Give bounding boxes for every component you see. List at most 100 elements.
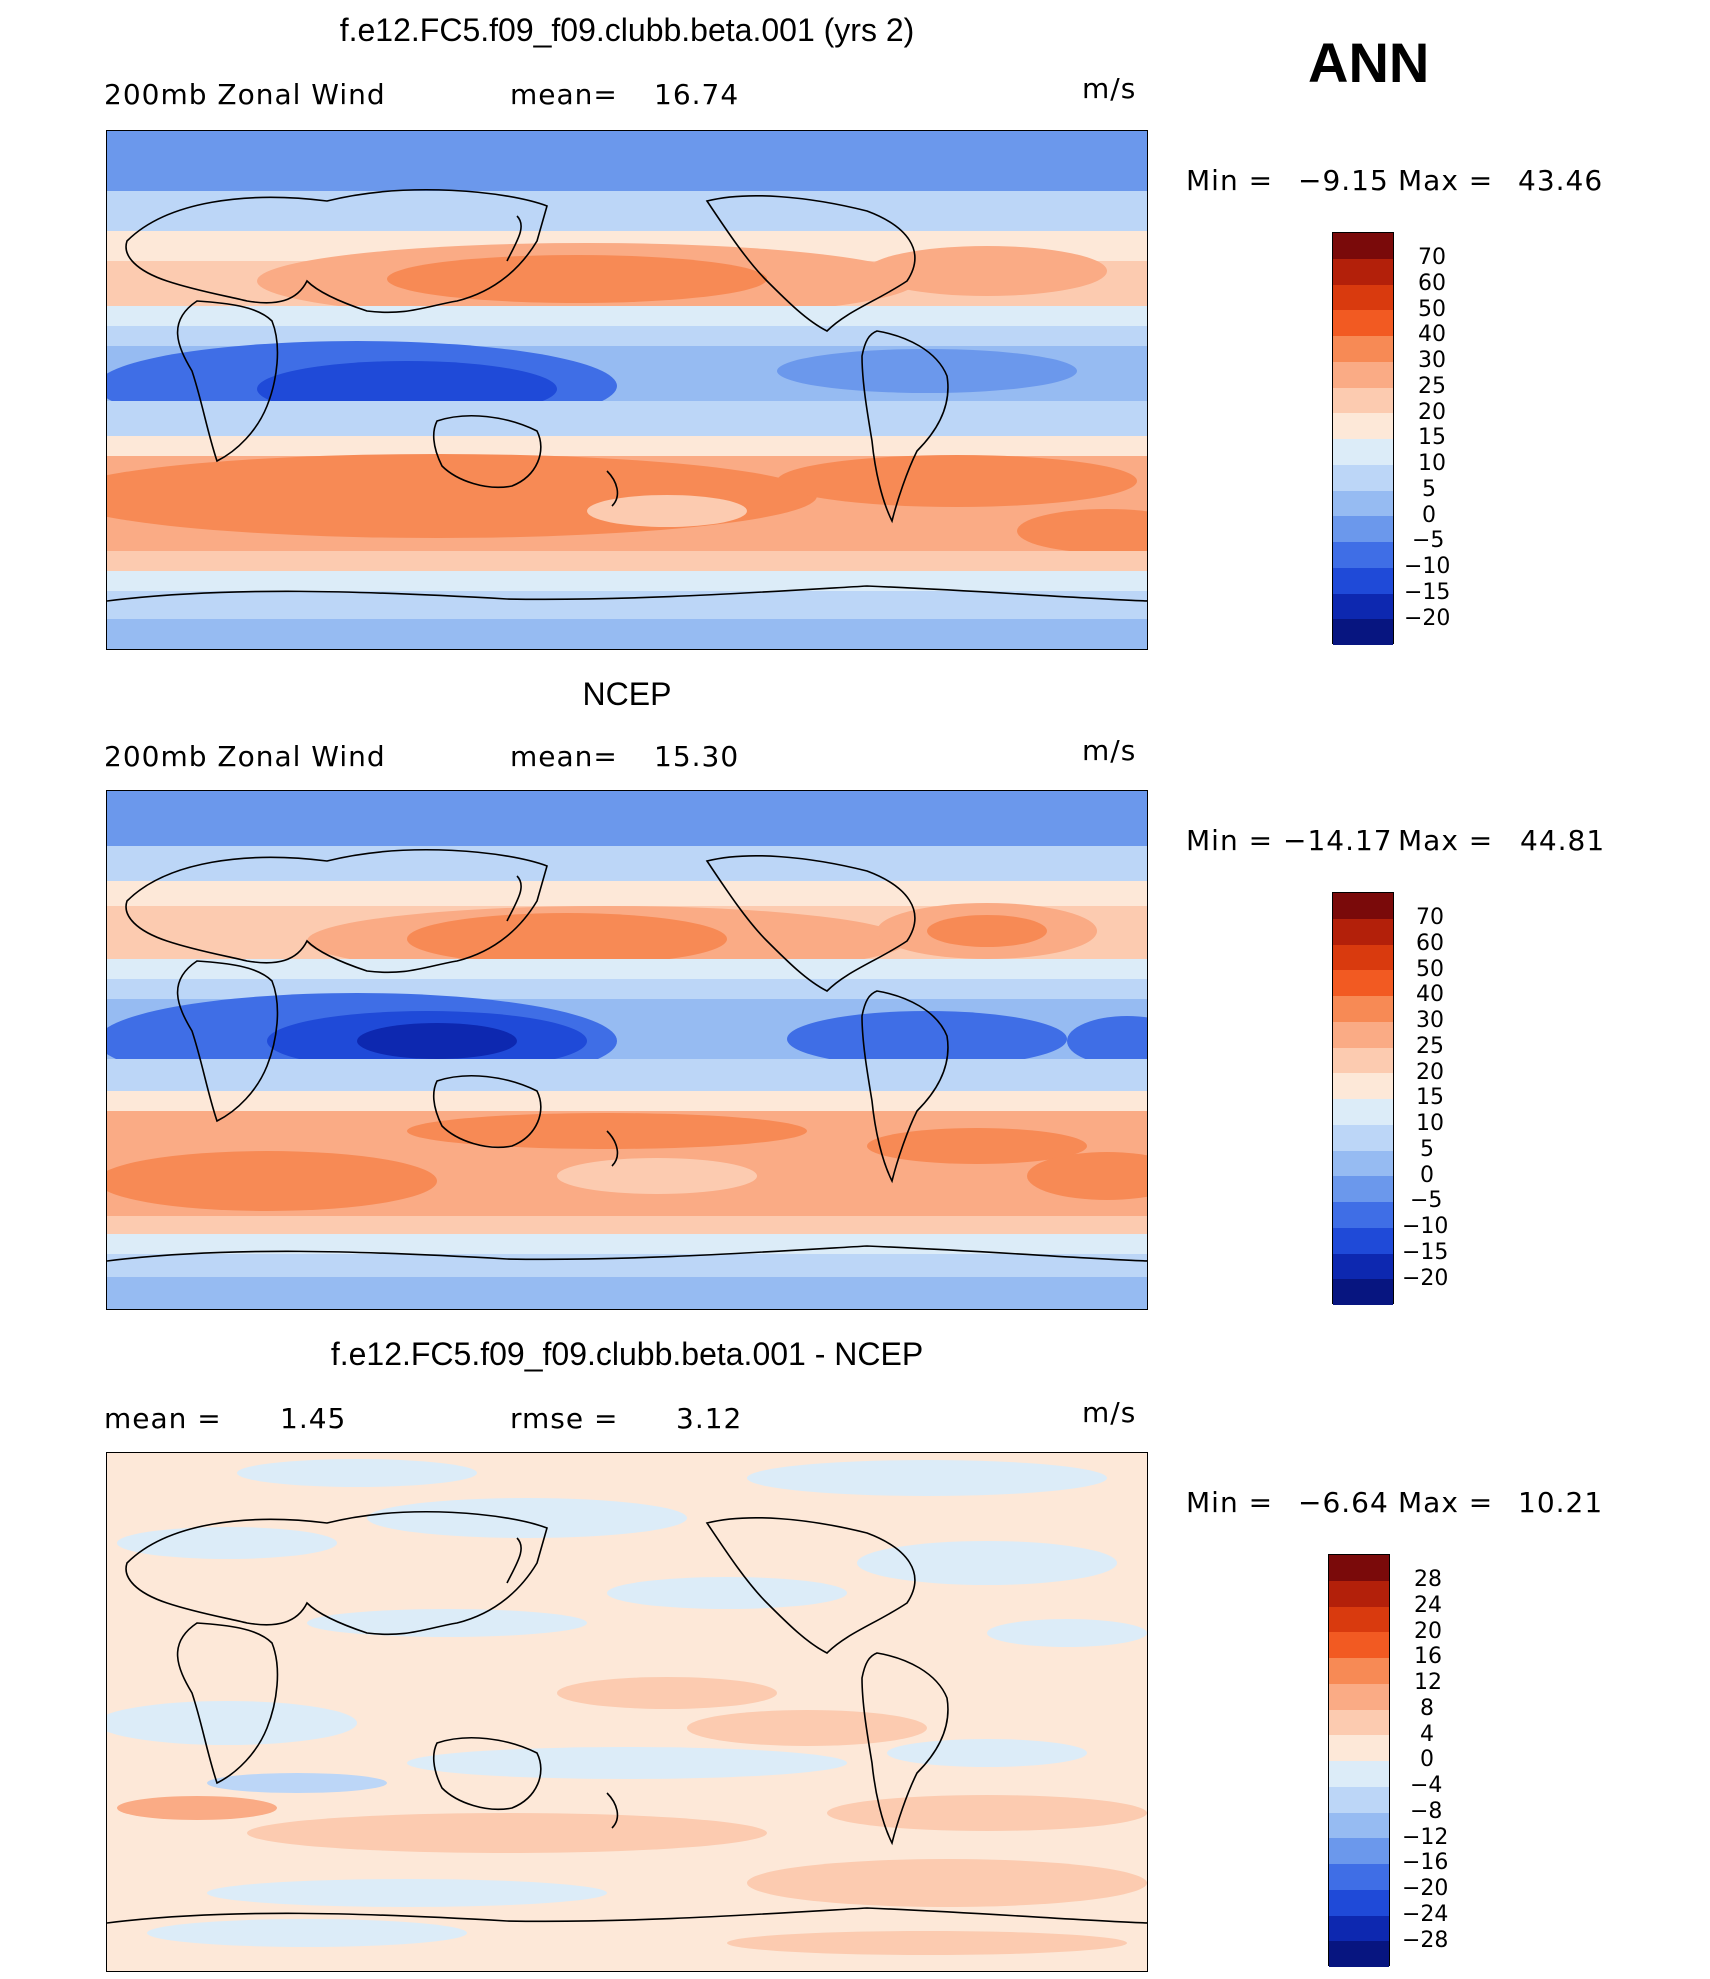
colorbar-level-label: 30 [1416,1008,1444,1033]
colorbar-level-label: −24 [1402,1902,1449,1927]
colorbar-level-label: −15 [1404,580,1451,605]
colorbar-level-label: 4 [1420,1722,1434,1747]
colorbar-level-label: 40 [1418,322,1446,347]
colorbar-swatch [1329,1709,1389,1736]
panel-1-variable-label: 200mb Zonal Wind [104,78,386,111]
panel-1-max-value: 43.46 [1518,164,1604,197]
colorbar-swatch [1333,284,1393,311]
colorbar-swatch [1329,1889,1389,1916]
season-label: ANN [1308,31,1430,94]
colorbar-level-label: 0 [1422,503,1436,528]
panel-3-title: f.e12.FC5.f09_f09.clubb.beta.001 - NCEP [330,1336,924,1372]
colorbar-level-label: 70 [1418,245,1446,270]
colorbar-swatch [1329,1606,1389,1633]
colorbar-swatch [1329,1941,1389,1967]
panel-2-variable-label: 200mb Zonal Wind [104,740,386,773]
colorbar-swatch [1329,1864,1389,1890]
colorbar-level-label: 70 [1416,905,1444,930]
colorbar-swatch [1329,1915,1389,1942]
colorbar-swatch [1333,567,1393,594]
colorbar-swatch [1329,1632,1389,1658]
panel-3-min-value: −6.64 [1298,1486,1389,1519]
colorbar-level-label: 0 [1420,1163,1434,1188]
colorbar-swatch [1333,1021,1393,1048]
panel-3-min-label: Min = [1186,1486,1274,1519]
panel-1-title: f.e12.FC5.f09_f09.clubb.beta.001 (yrs 2) [339,12,915,48]
colorbar-level-label: 30 [1418,348,1446,373]
colorbar-level-label: 20 [1416,1060,1444,1085]
colorbar-swatch [1333,361,1393,388]
colorbar-swatch [1333,593,1393,620]
panel-2-units: m/s [1082,734,1137,767]
panel-3-mean-label: mean = [104,1402,222,1435]
panel-1-mean-value: 16.74 [654,78,740,111]
colorbar-swatch [1329,1761,1389,1787]
colorbar-level-label: 5 [1420,1137,1434,1162]
colorbar-swatch [1333,1176,1393,1202]
colorbar-swatch [1329,1555,1389,1581]
panel-3-rmse-label: rmse = [510,1402,619,1435]
colorbar-level-label: 10 [1418,451,1446,476]
colorbar-level-label: 12 [1414,1670,1442,1695]
colorbar-level-label: 20 [1418,400,1446,425]
colorbar-swatch [1333,1227,1393,1254]
panel-2-mean-value: 15.30 [654,740,740,773]
colorbar-level-label: 50 [1418,297,1446,322]
colorbar-swatch [1333,336,1393,362]
panel-2-map [106,790,1148,1310]
colorbar-swatch [1333,516,1393,542]
colorbar-level-label: 15 [1418,425,1446,450]
colorbar-level-label: −8 [1410,1799,1443,1824]
panel-1-min-value: −9.15 [1298,164,1389,197]
colorbar-level-label: −10 [1402,1214,1449,1239]
colorbar-level-label: 25 [1416,1034,1444,1059]
panel-3-colorbar [1328,1554,1390,1967]
colorbar-swatch [1333,996,1393,1022]
colorbar-swatch [1333,619,1393,645]
colorbar-level-label: −5 [1412,528,1445,553]
colorbar-level-label: 10 [1416,1111,1444,1136]
colorbar-swatch [1329,1786,1389,1813]
colorbar-swatch [1333,258,1393,285]
colorbar-level-label: 15 [1416,1085,1444,1110]
colorbar-swatch [1329,1580,1389,1607]
colorbar-level-label: −4 [1410,1773,1443,1798]
panel-2-title: NCEP [582,676,672,712]
panel-2-min-value: −14.17 [1283,824,1393,857]
colorbar-swatch [1333,970,1393,996]
colorbar-level-label: 0 [1420,1747,1434,1772]
panel-3-max-value: 10.21 [1518,1486,1604,1519]
panel-3-map [106,1452,1148,1972]
colorbar-level-label: −20 [1402,1266,1449,1291]
colorbar-swatch [1329,1683,1389,1710]
colorbar-level-label: −16 [1402,1850,1449,1875]
colorbar-level-label: −12 [1402,1825,1449,1850]
colorbar-swatch [1333,413,1393,439]
colorbar-swatch [1333,1099,1393,1125]
panel-1-max-label: Max = [1398,164,1494,197]
colorbar-level-label: 8 [1420,1696,1434,1721]
panel-3-rmse-value: 3.12 [676,1402,743,1435]
panel-1-map [106,130,1148,650]
colorbar-level-label: −10 [1404,554,1451,579]
colorbar-swatch [1333,542,1393,568]
panel-2-min-label: Min = [1186,824,1274,857]
colorbar-swatch [1333,1253,1393,1280]
colorbar-level-label: −15 [1402,1240,1449,1265]
panel-1-mean-label: mean= [510,78,618,111]
colorbar-swatch [1329,1735,1389,1761]
colorbar-swatch [1333,893,1393,919]
panel-3-mean-value: 1.45 [280,1402,347,1435]
colorbar-swatch [1333,490,1393,517]
colorbar-swatch [1333,1073,1393,1099]
colorbar-swatch [1333,439,1393,465]
colorbar-level-label: −20 [1404,606,1451,631]
colorbar-level-label: −5 [1410,1188,1443,1213]
panel-2-colorbar [1332,892,1394,1305]
panel-1-units: m/s [1082,72,1137,105]
panel-2-max-value: 44.81 [1520,824,1606,857]
colorbar-level-label: −20 [1402,1876,1449,1901]
colorbar-swatch [1333,1047,1393,1074]
colorbar-swatch [1329,1838,1389,1864]
colorbar-swatch [1333,918,1393,945]
